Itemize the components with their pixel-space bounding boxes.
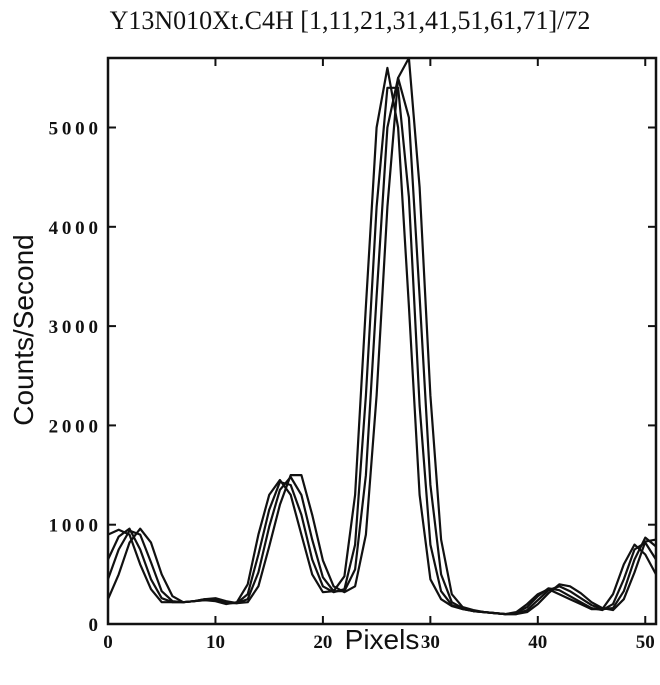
y-tick-label: 5 0 0 0 [49,119,98,140]
x-tick-label: 30 [421,632,440,653]
x-tick-label: 10 [206,632,225,653]
x-tick-label: 20 [313,632,332,653]
y-tick-label: 4 0 0 0 [49,218,98,239]
x-axis-label: Pixels [344,624,420,655]
axis-tick-labels: 0 10 20 30 40 50 0 1 0 0 0 2 0 0 0 3 0 0 0 4 0 0 0… [49,119,655,653]
axis-ticks [107,58,656,625]
x-tick-label: 0 [103,632,113,653]
series-line-4 [106,56,657,616]
chart-title: Y13N010Xt.C4H [1,11,21,31,41,51,61,71]/7… [109,6,591,35]
plot-frame [106,56,658,626]
y-tick-label: 2 0 0 0 [49,416,98,437]
y-tick-label: 0 [89,615,99,636]
series-group [106,56,657,616]
y-tick-label: 3 0 0 0 [49,317,98,338]
x-tick-label: 50 [636,632,655,653]
y-tick-label: 1 0 0 0 [49,516,98,537]
x-tick-label: 40 [528,632,547,653]
series-line-2 [107,86,657,616]
